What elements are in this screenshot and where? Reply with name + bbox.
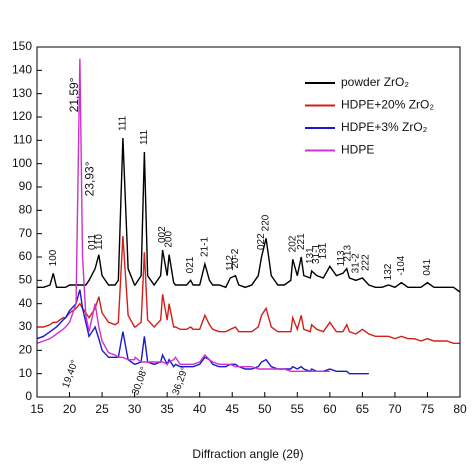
x-tick-label: 55 [291, 402, 305, 416]
y-tick-label: 10 [19, 366, 33, 380]
peak-label: 31-2 [351, 253, 362, 273]
y-tick-label: 150 [12, 39, 32, 53]
peak-label: 21-1 [200, 237, 211, 257]
y-tick-label: 30 [19, 319, 33, 333]
peak-label: 131 [318, 242, 329, 259]
x-tick-label: 50 [258, 402, 272, 416]
peak-label: 011 [87, 234, 98, 250]
peak-label: 111 [118, 115, 129, 131]
x-tick-label: 70 [388, 402, 402, 416]
x-tick-label: 15 [30, 402, 44, 416]
series-line [37, 137, 461, 293]
peak-label: 20-2 [230, 248, 241, 268]
y-tick-label: 40 [19, 296, 33, 310]
peak-label: 002 [157, 226, 168, 243]
peak-label: 222 [360, 254, 371, 271]
y-tick-label: 110 [13, 133, 32, 147]
peak-label: 041 [422, 259, 433, 276]
y-tick-label: 60 [19, 249, 33, 263]
y-tick-label: 120 [12, 109, 32, 123]
peak-label: 021 [185, 256, 196, 273]
x-tick-label: 60 [323, 402, 337, 416]
peak-label: 31-1 [311, 244, 322, 264]
plot-frame [36, 46, 461, 398]
series-line [36, 58, 330, 373]
y-tick-label: 0 [25, 389, 32, 403]
peak-label: 022 [256, 233, 267, 250]
angle-label: 23,93° [83, 161, 97, 196]
x-tick-label: 35 [160, 402, 174, 416]
legend-label: powder ZrO₂ [341, 75, 409, 89]
series-line [37, 235, 460, 345]
angle-label: 30,08° [130, 366, 150, 397]
legend-label: HDPE [341, 143, 374, 157]
peak-label: 113 [336, 250, 347, 266]
x-tick-label: 45 [226, 402, 240, 416]
angle-label: 21,59° [67, 77, 81, 112]
y-tick-label: 50 [19, 273, 33, 287]
x-tick-label: 75 [421, 402, 435, 416]
y-tick-label: 20 [19, 343, 33, 357]
y-tick-label: 90 [19, 179, 33, 193]
y-tick-label: 80 [19, 203, 33, 217]
peak-label: 200 [164, 231, 175, 248]
y-tick-label: 130 [12, 86, 32, 100]
peak-label: -104 [396, 255, 407, 275]
angle-label: 19,40° [61, 359, 81, 390]
x-tick-label: 80 [453, 402, 467, 416]
angle-label: 36,29° [171, 366, 191, 397]
peak-label: 213 [343, 245, 354, 262]
peak-label: 100 [48, 249, 59, 266]
y-tick-label: 70 [19, 226, 33, 240]
x-tick-label: 25 [95, 402, 109, 416]
series-line [36, 289, 369, 375]
peak-label: 220 [261, 214, 272, 231]
x-tick-label: 30 [128, 402, 142, 416]
legend-label: HDPE+3% ZrO₂ [341, 120, 428, 134]
x-tick-label: 65 [356, 402, 370, 416]
x-tick-label: 20 [63, 402, 77, 416]
peak-label: 112 [225, 255, 236, 271]
peak-label: 131 [305, 247, 316, 264]
peak-label: 221 [296, 233, 307, 250]
y-tick-label: 100 [12, 156, 32, 170]
peak-label: 111 [139, 129, 150, 145]
x-axis-label: Diffraction angle (2θ) [192, 447, 303, 461]
legend-label: HDPE+20% ZrO₂ [341, 98, 434, 112]
peak-label: 202 [287, 235, 298, 252]
peak-label: 132 [383, 263, 394, 280]
x-tick-label: 40 [193, 402, 207, 416]
peak-label: 110 [94, 234, 105, 250]
y-tick-label: 140 [12, 63, 32, 77]
